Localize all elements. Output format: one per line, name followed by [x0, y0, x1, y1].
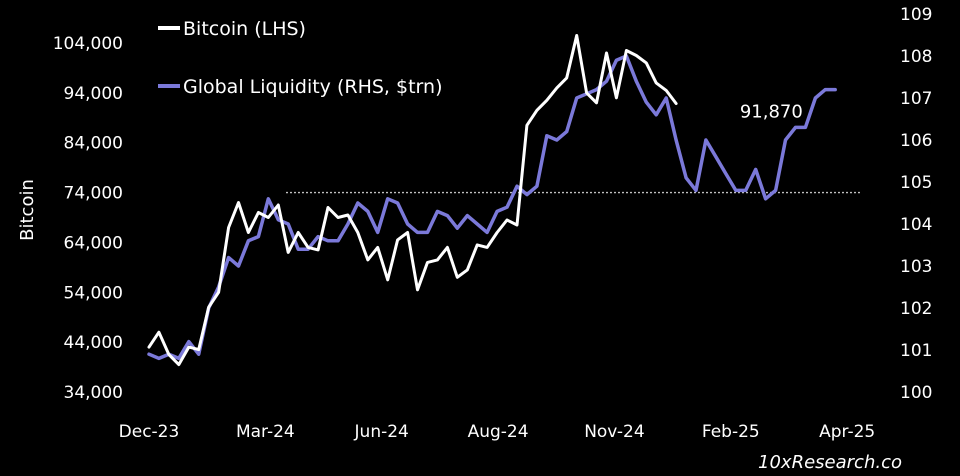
right-tick-label: 102	[900, 299, 932, 319]
left-tick-label: 104,000	[53, 34, 123, 54]
left-tick-label: 34,000	[64, 383, 123, 403]
legend-label-liquidity: Global Liquidity (RHS, $trn)	[183, 76, 442, 98]
right-tick-label: 101	[900, 341, 932, 361]
x-tick-label: Apr-25	[819, 422, 875, 442]
series-layer	[147, 34, 837, 367]
right-axis-ticks: 109 108 107 106 105 104 103 102 101 100	[900, 5, 932, 403]
x-tick-label: Feb-25	[702, 422, 760, 442]
x-tick-label: Nov-24	[584, 422, 645, 442]
right-tick-label: 106	[900, 131, 932, 151]
right-tick-label: 105	[900, 173, 932, 193]
right-tick-label: 107	[900, 89, 932, 109]
left-tick-label: 44,000	[64, 333, 123, 353]
left-tick-label: 94,000	[64, 84, 123, 104]
legend: Bitcoin (LHS) Global Liquidity (RHS, $tr…	[158, 18, 442, 98]
last-value-annotation: 91,870	[740, 101, 803, 122]
x-tick-label: Aug-24	[468, 422, 529, 442]
x-axis-ticks: Dec-23 Mar-24 Jun-24 Aug-24 Nov-24 Feb-25 Apr-…	[119, 422, 876, 442]
left-tick-label: 64,000	[64, 233, 123, 253]
y-axis-label: Bitcoin	[17, 179, 38, 241]
right-tick-label: 108	[900, 47, 932, 67]
left-tick-label: 74,000	[64, 184, 123, 204]
legend-label-bitcoin: Bitcoin (LHS)	[183, 18, 306, 40]
left-tick-label: 54,000	[64, 283, 123, 303]
x-tick-label: Jun-24	[354, 422, 409, 442]
series-line-liquidity	[147, 54, 837, 361]
right-tick-label: 103	[900, 257, 932, 277]
right-tick-label: 109	[900, 5, 932, 25]
right-tick-label: 100	[900, 383, 932, 403]
source-credit: 10xResearch.co	[758, 452, 902, 473]
left-tick-label: 84,000	[64, 134, 123, 154]
left-axis-ticks: 104,000 94,000 84,000 74,000 64,000 54,000 44,…	[53, 34, 123, 403]
right-tick-label: 104	[900, 215, 932, 235]
x-tick-label: Mar-24	[236, 422, 295, 442]
series-line-bitcoin	[147, 34, 678, 367]
x-tick-label: Dec-23	[119, 422, 180, 442]
